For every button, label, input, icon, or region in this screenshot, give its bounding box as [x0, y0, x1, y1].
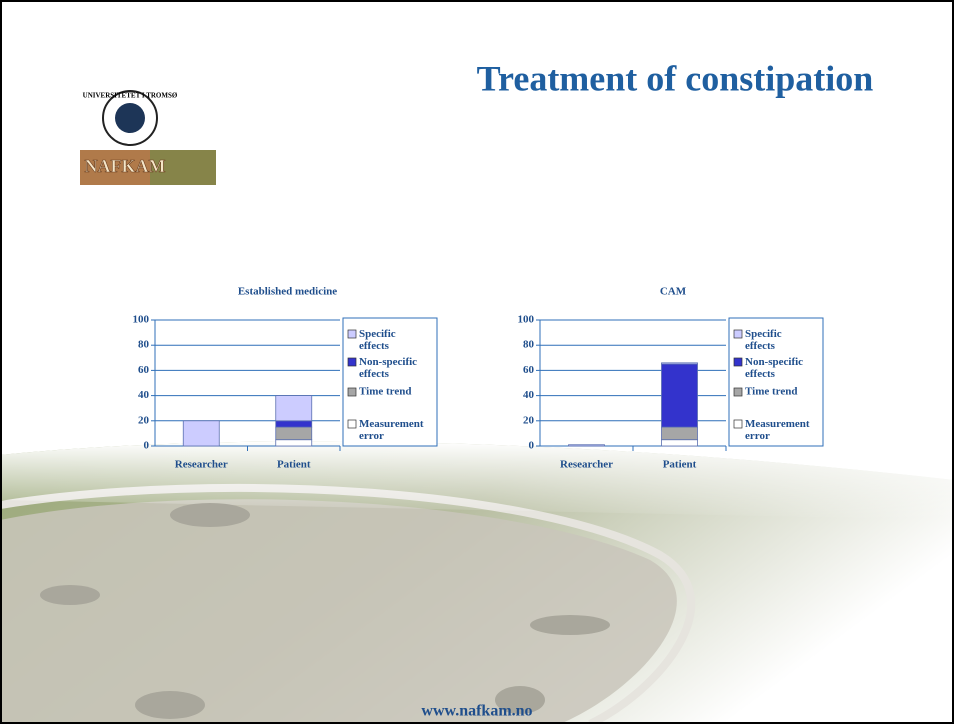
legend-box — [342, 317, 438, 447]
y-tick-label: 60 — [523, 364, 535, 376]
legend-swatch — [347, 329, 357, 339]
legend-label: Time trend — [745, 386, 797, 398]
footer-url: www.nafkam.no — [421, 703, 532, 720]
bar-segment — [661, 426, 698, 441]
legend-swatch — [733, 329, 743, 339]
legend-label: Specific effects — [745, 328, 782, 352]
legend-swatch — [347, 357, 357, 367]
legend-label: Specific effects — [359, 328, 396, 352]
bar-segment — [661, 362, 698, 365]
y-tick-label: 40 — [138, 389, 150, 401]
bar-segment — [661, 439, 698, 447]
x-tick-label: Researcher — [175, 459, 228, 471]
bar-segment — [568, 444, 605, 447]
logo-university: UNIVERSITETET I TROMSØ — [83, 92, 178, 100]
slide-title: Treatment of constipation — [477, 58, 874, 98]
legend-swatch — [733, 387, 743, 397]
bar-segment — [275, 439, 313, 447]
x-tick-label: Researcher — [560, 459, 613, 471]
legend-swatch — [733, 357, 743, 367]
legend-swatch — [733, 419, 743, 429]
bar-segment — [661, 363, 698, 428]
background-landscape — [0, 441, 954, 724]
y-tick-label: 20 — [138, 414, 150, 426]
bar-segment — [182, 420, 220, 447]
legend-label: Non-specific effects — [745, 356, 803, 380]
x-tick-label: Patient — [277, 459, 311, 471]
logo-name: NAFKAM — [85, 156, 166, 176]
legend-label: Measurement error — [359, 418, 424, 442]
y-tick-label: 60 — [138, 364, 150, 376]
bar-segment — [275, 426, 313, 441]
legend-label: Measurement error — [745, 418, 810, 442]
y-tick-label: 80 — [523, 339, 535, 351]
chart-title: CAM — [660, 286, 687, 298]
legend-box — [728, 317, 824, 447]
legend-swatch — [347, 419, 357, 429]
y-tick-label: 40 — [523, 389, 535, 401]
y-tick-label: 0 — [529, 440, 535, 452]
legend-swatch — [347, 387, 357, 397]
y-tick-label: 100 — [133, 314, 150, 326]
bar-segment — [275, 420, 313, 428]
legend-label: Non-specific effects — [359, 356, 417, 380]
bar-segment — [275, 395, 313, 422]
y-tick-label: 0 — [144, 440, 150, 452]
y-tick-label: 100 — [518, 314, 535, 326]
y-tick-label: 80 — [138, 339, 150, 351]
y-tick-label: 20 — [523, 414, 535, 426]
x-tick-label: Patient — [663, 459, 697, 471]
logo: UNIVERSITETET I TROMSØ NAFKAM — [80, 90, 216, 185]
chart-title: Established medicine — [238, 286, 337, 298]
legend-label: Time trend — [359, 386, 411, 398]
